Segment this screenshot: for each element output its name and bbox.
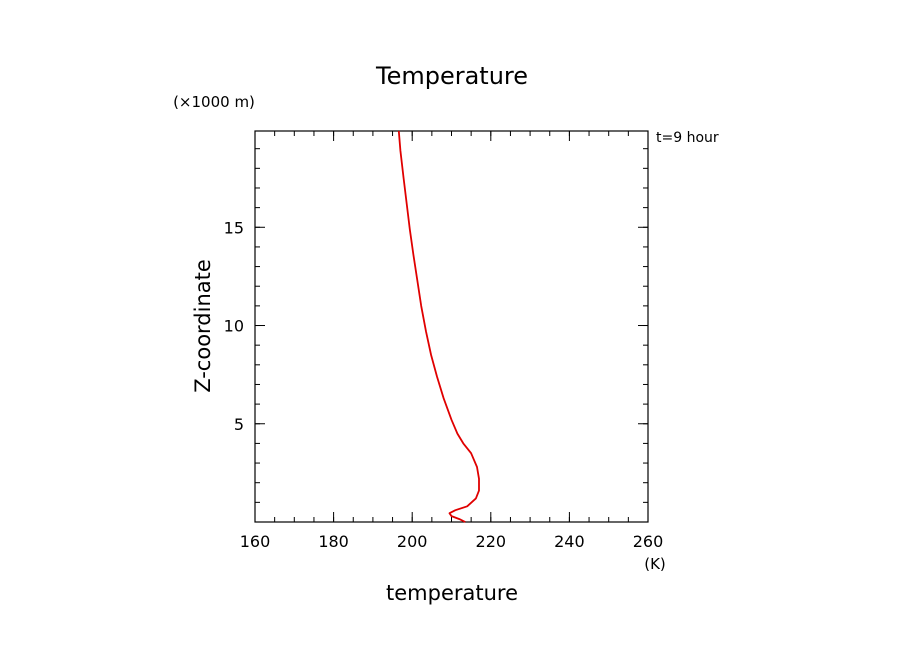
tick-labels: 160 180 200 220 240 260 5 10 15 xyxy=(224,218,664,551)
x-tick-label: 200 xyxy=(397,532,428,551)
tick-marks xyxy=(254,131,649,523)
y-axis-unit: (×1000 m) xyxy=(173,93,255,111)
chart-title: Temperature xyxy=(375,62,528,90)
temperature-profile-line xyxy=(397,130,480,523)
x-tick-label: 220 xyxy=(476,532,507,551)
y-axis-label: Z-coordinate xyxy=(191,259,215,393)
plot-frame xyxy=(254,130,649,523)
y-tick-label: 10 xyxy=(224,317,244,336)
time-annotation: t=9 hour xyxy=(656,130,719,146)
y-tick-label: 5 xyxy=(234,415,244,434)
x-axis-label: temperature xyxy=(386,581,518,605)
x-tick-label: 240 xyxy=(554,532,585,551)
x-tick-label: 180 xyxy=(318,532,349,551)
x-axis-unit: (K) xyxy=(644,555,666,573)
y-tick-label: 15 xyxy=(224,218,244,237)
x-tick-label: 160 xyxy=(240,532,271,551)
x-tick-label: 260 xyxy=(633,532,664,551)
